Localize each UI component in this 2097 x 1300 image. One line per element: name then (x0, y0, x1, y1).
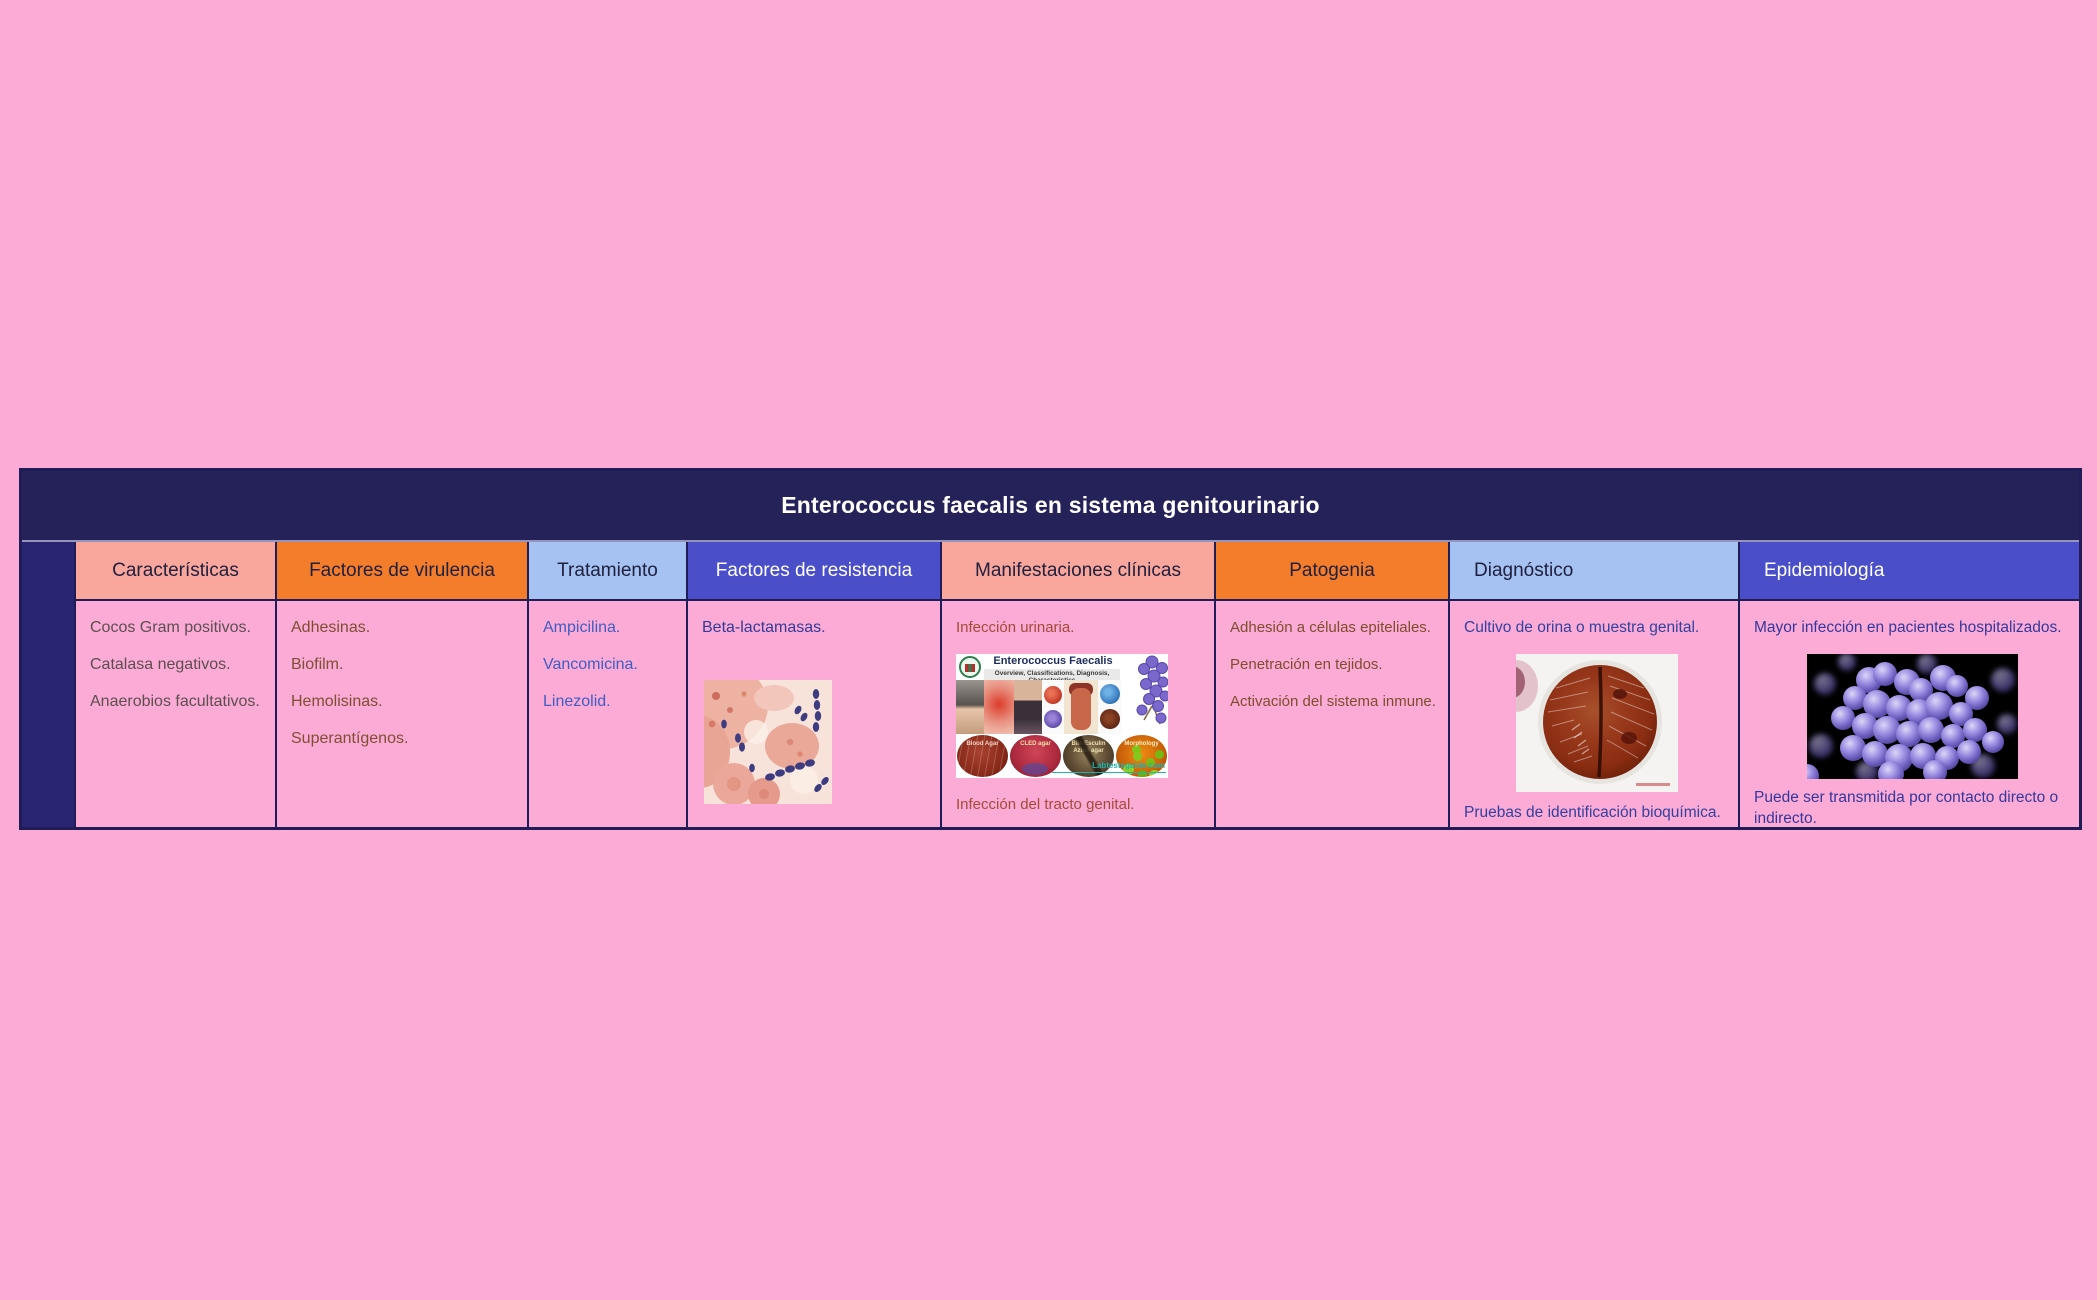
list-item: Activación del sistema inmune. (1230, 693, 1436, 710)
cell-patogenia: Adhesión a células epiteliales. Penetrac… (1216, 601, 1448, 827)
header-label: Patogenia (1289, 559, 1375, 581)
column-diagnostico: Diagnóstico Cultivo de orina o muestra g… (1448, 542, 1738, 827)
header-label: Factores de virulencia (309, 559, 495, 581)
stub-column (22, 542, 74, 827)
table-grid: Características Cocos Gram positivos. Ca… (22, 542, 2079, 827)
cell-manifestaciones-clinicas: Infección urinaria. Enterococcus Faecali… (942, 601, 1214, 827)
list-item: Puede ser transmitida por contacto direc… (1754, 789, 2059, 827)
column-factores-resistencia: Factores de resistencia Beta-lactamasas. (686, 542, 940, 827)
list-item: Cocos Gram positivos. (90, 619, 251, 636)
photo-thumbnail (956, 680, 984, 734)
list-item: Pruebas de identificación bioquímica. (1464, 804, 1721, 821)
bacteria-3d-icon (1122, 654, 1168, 732)
list-item: Cultivo de orina o muestra genital. (1464, 619, 1700, 636)
table-title-bar: Enterococcus faecalis en sistema genitou… (22, 471, 2079, 542)
header-factores-resistencia: Factores de resistencia (688, 542, 940, 601)
list-item: Beta-lactamasas. (702, 619, 826, 636)
list-item: Infección del tracto genital. (956, 796, 1135, 813)
list-item: Vancomicina. (543, 656, 638, 673)
header-label: Manifestaciones clínicas (975, 559, 1181, 581)
collage-photo-band (956, 680, 1122, 734)
cell-diagnostico: Cultivo de orina o muestra genital. (1450, 601, 1738, 827)
header-label: Diagnóstico (1474, 559, 1574, 581)
header-caracteristicas: Características (76, 542, 275, 601)
list-item: Adhesinas. (291, 619, 371, 636)
bacteria-summary-table: Enterococcus faecalis en sistema genitou… (19, 468, 2082, 830)
header-diagnostico: Diagnóstico (1450, 542, 1738, 601)
list-item: Infección urinaria. (956, 619, 1075, 636)
list-item: Superantígenos. (291, 730, 409, 747)
petri-dish-thumbnail: Morphology (1116, 735, 1167, 777)
header-tratamiento: Tratamiento (529, 542, 686, 601)
cell-factores-virulencia: Adhesinas. Biofilm. Hemolisinas. Superan… (277, 601, 527, 827)
list-item: Anaerobios facultativos. (90, 693, 260, 710)
cell-factores-resistencia: Beta-lactamasas. (688, 601, 940, 827)
column-patogenia: Patogenia Adhesión a células epiteliales… (1214, 542, 1448, 827)
list-item: Ampicilina. (543, 619, 621, 636)
header-label: Características (112, 559, 239, 581)
micro-thumbnail (1042, 680, 1064, 734)
column-caracteristicas: Características Cocos Gram positivos. Ca… (74, 542, 275, 827)
dish-label: Bile Esculin Azide agar (1071, 741, 1106, 754)
collage-header: Enterococcus Faecalis Overview, Classifi… (956, 654, 1122, 685)
petri-dish-thumbnail: Blood Agar (957, 735, 1008, 777)
header-label: Factores de resistencia (715, 559, 913, 581)
collage-dish-row: Blood Agar CLED agar Bile Esculin Azide … (956, 734, 1168, 778)
purple-cocci-image (1807, 654, 2018, 779)
collage-title: Enterococcus Faecalis (993, 655, 1113, 667)
photo-thumbnail (1014, 680, 1042, 734)
collage-watermark: Labtestsguide.com (1092, 761, 1165, 770)
cell-caracteristicas: Cocos Gram positivos. Catalasa negativos… (76, 601, 275, 827)
clinical-collage-image: Enterococcus Faecalis Overview, Classifi… (956, 654, 1168, 778)
table-title: Enterococcus faecalis en sistema genitou… (781, 492, 1320, 518)
list-item: Catalasa negativos. (90, 656, 231, 673)
list-item: Adhesión a células epiteliales. (1230, 619, 1431, 636)
dish-label: Blood Agar (966, 741, 999, 747)
watermark-line (1052, 772, 1166, 773)
anatomy-thumbnail (1064, 680, 1098, 734)
header-manifestaciones-clinicas: Manifestaciones clínicas (942, 542, 1214, 601)
header-label: Tratamiento (557, 559, 658, 581)
cell-tratamiento: Ampicilina. Vancomicina. Linezolid. (529, 601, 686, 827)
list-item: Mayor infección en pacientes hospitaliza… (1754, 619, 2062, 636)
dish-label: Morphology (1124, 741, 1159, 747)
cell-epidemiologia: Mayor infección en pacientes hospitaliza… (1740, 601, 2079, 827)
blood-agar-plate-image (1516, 654, 1678, 792)
header-patogenia: Patogenia (1216, 542, 1448, 601)
photo-thumbnail (984, 680, 1014, 734)
header-factores-virulencia: Factores de virulencia (277, 542, 527, 601)
list-item: Linezolid. (543, 693, 611, 710)
header-label: Epidemiología (1764, 559, 1885, 581)
petri-dish-thumbnail: CLED agar (1010, 735, 1061, 777)
column-factores-virulencia: Factores de virulencia Adhesinas. Biofil… (275, 542, 527, 827)
petri-dish-thumbnail: Bile Esculin Azide agar (1063, 735, 1114, 777)
micro-thumbnail (1098, 680, 1122, 734)
list-item: Penetración en tejidos. (1230, 656, 1383, 673)
column-tratamiento: Tratamiento Ampicilina. Vancomicina. Lin… (527, 542, 686, 827)
header-epidemiologia: Epidemiología (1740, 542, 2079, 601)
gram-stain-micrograph-image (688, 662, 832, 810)
dish-label: CLED agar (1020, 741, 1051, 747)
list-item: Hemolisinas. (291, 693, 383, 710)
collage-logo-icon (959, 656, 981, 678)
column-epidemiologia: Epidemiología Mayor infección en pacient… (1738, 542, 2079, 827)
list-item: Biofilm. (291, 656, 344, 673)
column-manifestaciones-clinicas: Manifestaciones clínicas Infección urina… (940, 542, 1214, 827)
